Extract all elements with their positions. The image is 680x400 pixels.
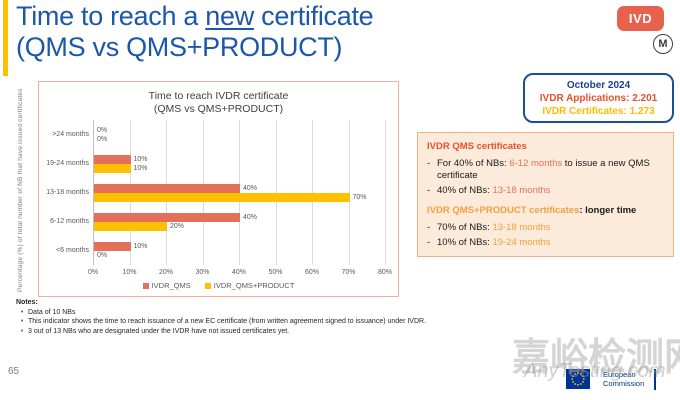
page-title-line1: Time to reach a new certificate xyxy=(16,1,374,31)
category-label: 13-18 months xyxy=(46,189,89,196)
highlight-months: 19-24 months xyxy=(492,237,551,248)
watermark-english: AnyTesting.com xyxy=(524,360,666,382)
page-title-line2: (QMS vs QMS+PRODUCT) xyxy=(16,32,343,62)
chart-legend: IVDR_QMS IVDR_QMS+PRODUCT xyxy=(39,281,398,290)
ec-logo-divider xyxy=(654,369,656,390)
stats-date: October 2024 xyxy=(566,80,631,91)
legend-item: IVDR_QMS+PRODUCT xyxy=(204,281,295,290)
bar-line: 0% xyxy=(94,135,385,144)
bar xyxy=(94,212,240,222)
plot-area: 0% 10% 20% 30% 40% 50% 60% 70% 80% >24 months 0% 0%… xyxy=(46,120,392,276)
bar-group: 40% 20% xyxy=(94,212,385,231)
circled-m-icon: M xyxy=(653,34,673,54)
bar xyxy=(94,183,240,193)
x-tick-label: 80% xyxy=(377,269,392,276)
x-tick-label: 40% xyxy=(231,269,246,276)
bar-line: 40% xyxy=(94,183,385,193)
bar xyxy=(94,163,131,173)
underlined-word: new xyxy=(205,1,254,31)
qms-bullet-1: - For 40% of NBs: 6-12 months to issue a… xyxy=(427,158,650,181)
category-label: <6 months xyxy=(56,247,89,254)
legend-marker xyxy=(204,282,211,289)
bar-value-label: 0% xyxy=(97,251,108,259)
bar-value-label: 10% xyxy=(133,155,148,163)
x-tick-label: 70% xyxy=(341,269,356,276)
left-accent-bar xyxy=(3,0,8,76)
note-item: • This indicator shows the time to reach… xyxy=(20,318,427,325)
x-tick-label: 0% xyxy=(87,269,99,276)
bar-value-label: 10% xyxy=(133,164,148,172)
info-box: IVDR QMS certificates - For 40% of NBs: … xyxy=(417,132,674,257)
bar-line: 40% xyxy=(94,212,385,222)
bar-value-label: 40% xyxy=(243,184,258,192)
bar xyxy=(94,221,167,231)
bar-value-label: 10% xyxy=(133,242,148,250)
highlight-months: 13-18 months xyxy=(492,222,551,233)
page-number: 65 xyxy=(8,366,20,377)
page-title: Time to reach a new certificate (QMS vs … xyxy=(16,1,374,63)
category-label: >24 months xyxy=(52,131,89,138)
chart-container: Time to reach IVDR certificate (QMS vs Q… xyxy=(38,81,399,297)
bar-group: 10% 0% xyxy=(94,241,385,260)
bar-line: 10% xyxy=(94,154,385,164)
bar-value-label: 70% xyxy=(352,193,367,201)
notes-heading: Notes: xyxy=(16,299,38,306)
qms-bullet-2: - 40% of NBs: 13-18 months xyxy=(427,185,551,196)
bar-value-label: 20% xyxy=(170,222,185,230)
x-tick-label: 60% xyxy=(304,269,319,276)
highlight-months: 13-18 months xyxy=(492,185,551,196)
product-bullet-1: - 70% of NBs: 13-18 months xyxy=(427,222,551,233)
legend-label: IVDR_QMS+PRODUCT xyxy=(213,281,295,290)
note-item: • 3 out of 13 NBs who are designated und… xyxy=(20,327,290,335)
bar-line: 10% xyxy=(94,163,385,173)
legend-label: IVDR_QMS xyxy=(151,281,191,290)
product-bullet-2: - 10% of NBs: 19-24 months xyxy=(427,237,551,248)
bar-line: 10% xyxy=(94,241,385,251)
y-axis-line xyxy=(93,120,94,265)
bar-value-label: 40% xyxy=(243,213,258,221)
chart-title: Time to reach IVDR certificate (QMS vs Q… xyxy=(148,90,289,115)
bar-group: 10% 10% xyxy=(94,154,385,173)
bar-group: 40% 70% xyxy=(94,183,385,202)
ec-logo-text: European Commission xyxy=(603,370,645,388)
eu-flag-icon xyxy=(566,369,590,389)
bar-value-label: 0% xyxy=(97,135,108,143)
category-label: 19-24 months xyxy=(46,160,89,167)
bar xyxy=(94,154,131,164)
qms-heading: IVDR QMS certificates xyxy=(427,141,527,152)
product-heading: IVDR QMS+PRODUCT certificates: longer ti… xyxy=(427,205,637,216)
gridline xyxy=(385,120,386,265)
bar xyxy=(94,241,131,251)
notes: Notes: • Data of 10 NBs • This indicator… xyxy=(16,299,426,336)
bar-line: 0% xyxy=(94,251,385,260)
ivd-badge: IVD xyxy=(617,6,664,31)
bar-line: 70% xyxy=(94,192,385,202)
bar-line: 20% xyxy=(94,221,385,231)
stats-certificates: IVDR Certificates: 1.273 xyxy=(542,106,655,117)
legend-item: IVDR_QMS xyxy=(142,281,191,290)
x-tick-label: 50% xyxy=(268,269,283,276)
category-label: 6-12 months xyxy=(50,218,89,225)
highlight-months: 6-12 months xyxy=(509,158,563,169)
x-tick-label: 20% xyxy=(158,269,173,276)
bar-line: 0% xyxy=(94,126,385,135)
bar-value-label: 0% xyxy=(97,126,108,134)
stats-box: October 2024 IVDR Applications: 2.201 IV… xyxy=(523,73,674,123)
x-tick-label: 10% xyxy=(122,269,137,276)
bar xyxy=(94,192,350,202)
chart-y-axis-label: Percentage (%) of total number of NB tha… xyxy=(17,88,24,292)
x-tick-label: 30% xyxy=(195,269,210,276)
bar-group: 0% 0% xyxy=(94,126,385,144)
stats-applications: IVDR Applications: 2.201 xyxy=(539,93,658,104)
note-item: • Data of 10 NBs xyxy=(20,308,76,316)
legend-marker xyxy=(142,282,149,289)
